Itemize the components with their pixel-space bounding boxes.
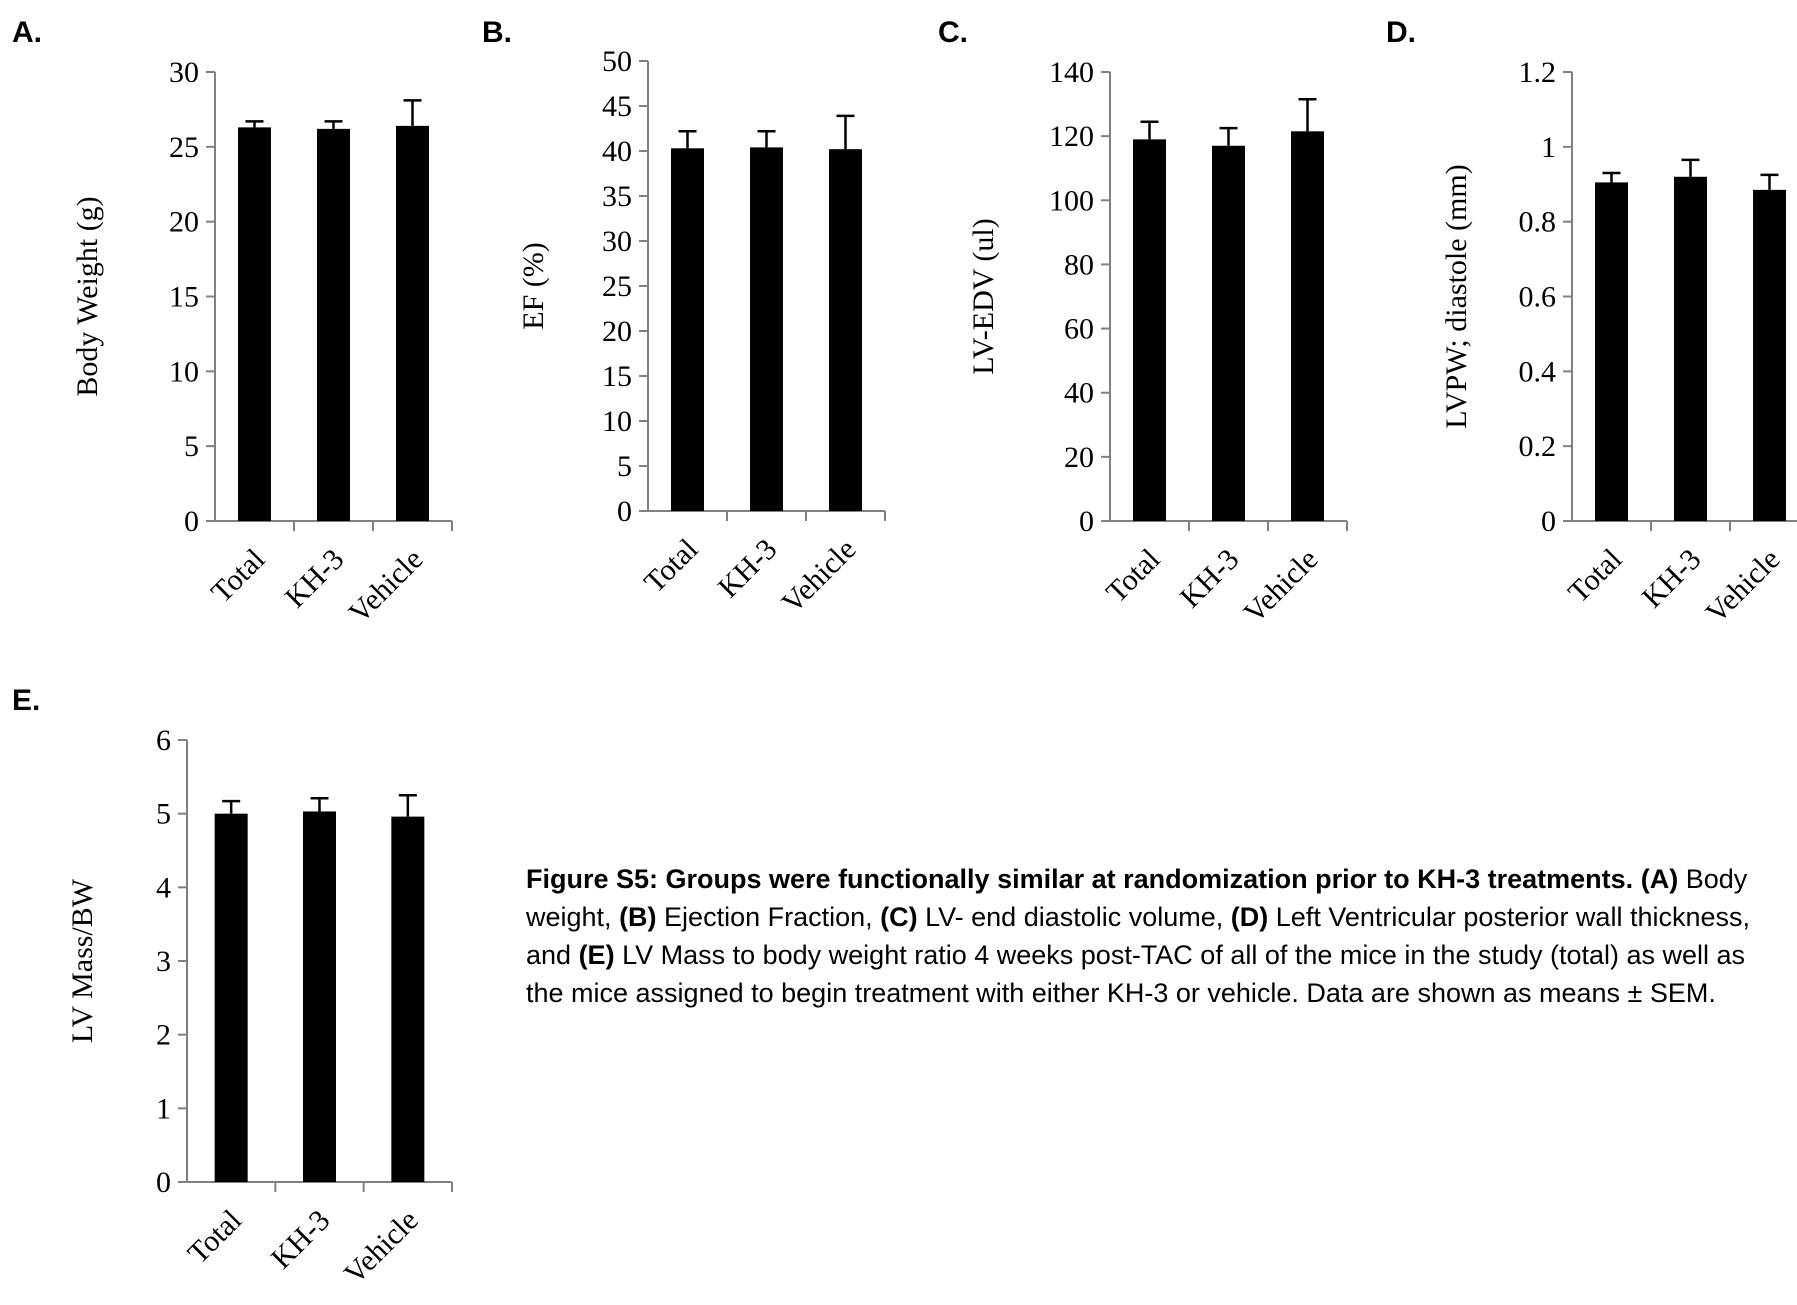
chart-panel: A. 0 5 10 15 20 25 30 Body Weight (g) Total KH-3Ve… bbox=[12, 16, 453, 630]
y-tick-label: 140 bbox=[1049, 56, 1094, 89]
bar bbox=[238, 127, 271, 522]
x-category-label: Total bbox=[181, 1204, 248, 1271]
bar bbox=[1595, 182, 1628, 522]
bar bbox=[396, 125, 429, 521]
bar bbox=[391, 816, 425, 1182]
x-category-label: Vehicle bbox=[1699, 543, 1786, 630]
bar bbox=[671, 148, 704, 512]
panel-label: C. bbox=[938, 16, 968, 49]
y-tick-label: 35 bbox=[602, 180, 632, 213]
bar bbox=[1674, 176, 1707, 521]
y-tick-label: 20 bbox=[602, 315, 632, 348]
caption-ref-d: (D) bbox=[1230, 902, 1269, 932]
x-category-label: Vehicle bbox=[775, 533, 862, 620]
x-category-label: KH-3 bbox=[265, 1204, 337, 1276]
bar bbox=[1753, 189, 1786, 522]
y-tick-label: 5 bbox=[184, 430, 199, 463]
bar bbox=[1212, 145, 1245, 521]
y-tick-label: 1 bbox=[1541, 131, 1556, 164]
y-axis-title: LV-EDV (ul) bbox=[967, 218, 1000, 374]
y-tick-label: 4 bbox=[156, 871, 171, 904]
y-axis-title: LV Mass/BW bbox=[66, 878, 99, 1043]
y-tick-label: 25 bbox=[169, 131, 199, 164]
y-tick-label: 0 bbox=[617, 495, 632, 528]
y-axis-title: LVPW; diastole (mm) bbox=[1440, 164, 1473, 428]
x-category-label: KH-3 bbox=[1174, 543, 1246, 615]
caption-text-c: LV- end diastolic volume, bbox=[917, 902, 1231, 932]
y-tick-label: 5 bbox=[617, 450, 632, 483]
chart-panel: B. 0 5 10 15 20 25 30 35 40 45 50 EF (%) Total KH-3Veh… bbox=[482, 16, 886, 620]
x-category-label: Vehicle bbox=[1237, 543, 1324, 630]
bar bbox=[1133, 139, 1166, 521]
y-tick-label: 0 bbox=[1079, 505, 1094, 538]
bar bbox=[317, 128, 350, 521]
y-tick-label: 1.2 bbox=[1519, 56, 1557, 89]
chart-panel: C. 0 20 40 60 80 100 120 140 LV-EDV (ul) Total KH-3… bbox=[938, 16, 1348, 630]
bar bbox=[303, 811, 336, 1182]
y-tick-label: 30 bbox=[602, 225, 632, 258]
x-category-label: Total bbox=[638, 533, 705, 600]
y-tick-label: 50 bbox=[602, 45, 632, 78]
x-category-label: KH-3 bbox=[712, 533, 784, 605]
panel-label: A. bbox=[12, 16, 42, 49]
y-tick-label: 30 bbox=[169, 56, 199, 89]
y-tick-label: 40 bbox=[602, 135, 632, 168]
y-tick-label: 100 bbox=[1049, 184, 1094, 217]
y-tick-label: 0 bbox=[184, 505, 199, 538]
caption-text-d: Left Ventricular posterior wall thicknes… bbox=[526, 902, 1750, 970]
bar bbox=[1291, 131, 1324, 521]
bar bbox=[829, 149, 862, 511]
y-tick-label: 80 bbox=[1064, 248, 1094, 281]
bar bbox=[214, 813, 248, 1182]
caption-text-a: Body weight, bbox=[526, 864, 1748, 932]
caption-text-b: Ejection Fraction, bbox=[656, 902, 881, 932]
y-tick-label: 20 bbox=[169, 206, 199, 239]
y-tick-label: 15 bbox=[602, 360, 632, 393]
y-tick-label: 1 bbox=[156, 1092, 171, 1125]
y-tick-label: 40 bbox=[1064, 377, 1094, 410]
caption-ref-b: (B) bbox=[619, 902, 657, 932]
caption-heading: Figure S5: Groups were functionally simi… bbox=[526, 864, 1634, 894]
y-tick-label: 0.2 bbox=[1519, 430, 1557, 463]
caption-ref-e: (E) bbox=[578, 940, 615, 970]
x-category-label: Total bbox=[205, 543, 272, 610]
y-axis-title: Body Weight (g) bbox=[71, 196, 104, 396]
y-tick-label: 3 bbox=[156, 945, 171, 978]
caption-ref-a: (A) bbox=[1640, 864, 1679, 894]
y-tick-label: 60 bbox=[1064, 313, 1094, 346]
y-tick-label: 45 bbox=[602, 90, 632, 123]
panel-label: D. bbox=[1386, 16, 1416, 49]
y-tick-label: 2 bbox=[156, 1019, 171, 1052]
x-category-label: KH-3 bbox=[1636, 543, 1708, 615]
x-category-label: Total bbox=[1100, 543, 1167, 610]
y-tick-label: 0.6 bbox=[1519, 281, 1557, 314]
x-category-label: Vehicle bbox=[342, 543, 429, 630]
y-tick-label: 120 bbox=[1049, 120, 1094, 153]
y-tick-label: 5 bbox=[156, 798, 171, 831]
y-tick-label: 0 bbox=[156, 1166, 171, 1199]
y-tick-label: 15 bbox=[169, 281, 199, 314]
chart-panel: E. 0 1 2 3 4 5 6 LV Mass/BW Total KH-3 Vehicle bbox=[12, 684, 453, 1291]
x-category-label: KH-3 bbox=[279, 543, 351, 615]
x-category-label: Total bbox=[1562, 543, 1629, 610]
bar bbox=[750, 147, 783, 511]
y-axis-title: EF (%) bbox=[517, 242, 550, 329]
figure-caption: Figure S5: Groups were functionally simi… bbox=[526, 860, 1786, 1012]
panel-label: E. bbox=[12, 684, 40, 717]
caption-text-e: LV Mass to body weight ratio 4 weeks pos… bbox=[526, 940, 1746, 1008]
y-tick-label: 6 bbox=[156, 724, 171, 757]
chart-panel: D. 0 0.2 0.4 0.6 0.8 1 1.2 LVPW; diastole (mm) To… bbox=[1386, 16, 1797, 630]
caption-ref-c: (C) bbox=[880, 902, 918, 932]
y-tick-label: 10 bbox=[602, 405, 632, 438]
y-tick-label: 0 bbox=[1541, 505, 1556, 538]
x-category-label: Vehicle bbox=[338, 1204, 425, 1291]
panel-label: B. bbox=[482, 16, 512, 49]
y-tick-label: 25 bbox=[602, 270, 632, 303]
y-tick-label: 10 bbox=[169, 355, 199, 388]
y-tick-label: 20 bbox=[1064, 441, 1094, 474]
y-tick-label: 0.4 bbox=[1519, 355, 1557, 388]
y-tick-label: 0.8 bbox=[1519, 206, 1557, 239]
